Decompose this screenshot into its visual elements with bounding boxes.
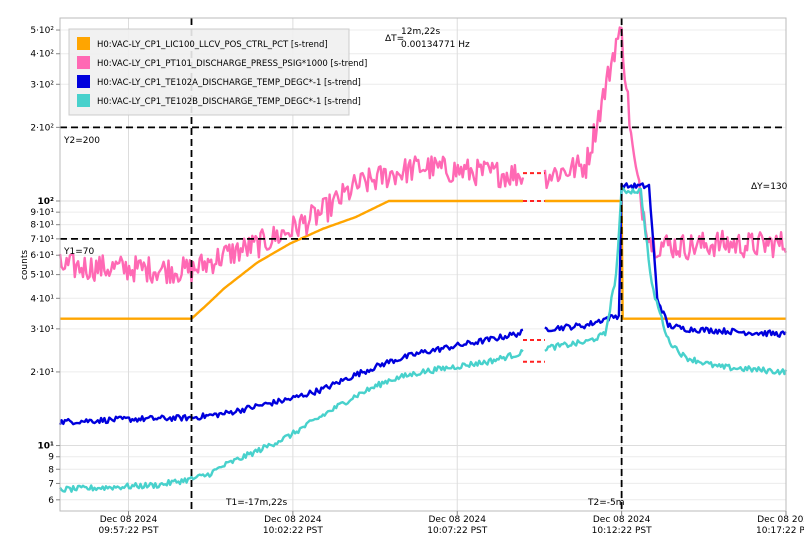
y-tick-label: 8	[48, 465, 54, 475]
y-tick-label: 4·10¹	[30, 294, 54, 304]
y-tick-label: 9·10¹	[30, 208, 54, 218]
series-line-h0-vac-ly-cp1-pt101-discharge-press-psig-1000-s-trend	[543, 26, 788, 261]
legend-label: H0:VAC-LY_CP1_TE102A_DISCHARGE_TEMP_DEGC…	[97, 78, 361, 88]
x-tick-date: Dec 08 2024	[264, 515, 322, 525]
legend-swatch	[77, 56, 90, 69]
series-2	[58, 26, 788, 285]
y-tick-label: 4·10²	[30, 50, 54, 60]
x-tick-time: 10:17:22 PST	[756, 526, 804, 536]
cursor-y2-label: Y2=200	[63, 136, 100, 146]
y-tick-label: 10²	[38, 197, 55, 207]
series-3	[58, 182, 787, 426]
y-tick-label: 7·10¹	[30, 235, 54, 245]
legend-box	[68, 28, 350, 116]
y-tick-label: 3·10²	[30, 80, 54, 90]
x-tick-date: Dec 08 2024	[100, 515, 158, 525]
delta-t-value: 12m,22s	[401, 27, 441, 37]
y-tick-label: 5·10²	[30, 26, 54, 36]
legend-label: H0:VAC-LY_CP1_PT101_DISCHARGE_PRESS_PSIG…	[97, 59, 367, 69]
x-tick-time: 10:07:22 PST	[427, 526, 487, 536]
x-tick-date: Dec 08 2024	[757, 515, 804, 525]
series-line-h0-vac-ly-cp1-pt101-discharge-press-psig-1000-s-trend	[58, 155, 525, 285]
series-1	[60, 199, 786, 320]
y-tick-label: 10¹	[38, 442, 55, 452]
x-tick-date: Dec 08 2024	[428, 515, 486, 525]
series-4	[59, 186, 788, 493]
y-tick-label: 8·10¹	[30, 221, 54, 231]
legend-swatch	[77, 75, 90, 88]
y-tick-label: 3·10¹	[30, 325, 54, 335]
legend-label: H0:VAC-LY_CP1_LIC100_LLCV_POS_CTRL_PCT […	[97, 40, 328, 50]
series-line-h0-vac-ly-cp1-te102b-discharge-temp-degc-1-s-trend	[59, 349, 524, 493]
x-tick-time: 10:02:22 PST	[263, 526, 323, 536]
x-tick-date: Dec 08 2024	[593, 515, 651, 525]
y-tick-label: 6	[48, 496, 54, 506]
y-tick-label: 2·10²	[30, 123, 54, 133]
plot-frame	[59, 17, 787, 512]
cursor-t2-label: T2=-5m	[587, 498, 625, 508]
x-tick-time: 10:12:22 PST	[592, 526, 652, 536]
y-tick-label: 2·10¹	[30, 368, 54, 378]
y-tick-label: 9	[48, 453, 54, 463]
y-tick-label: 7	[48, 479, 54, 489]
y-axis-label: counts	[20, 250, 30, 280]
annotations: ΔT= 12m,22s 0.00134771 Hz ΔY=130 Y2=200 …	[63, 27, 788, 508]
y-tick-label: 5·10¹	[30, 271, 54, 281]
delta-y-label: ΔY=130	[751, 182, 788, 192]
legend: H0:VAC-LY_CP1_LIC100_LLCV_POS_CTRL_PCT […	[68, 28, 367, 116]
x-tick-time: 09:57:22 PST	[99, 526, 159, 536]
delta-t-label: ΔT=	[385, 34, 404, 44]
series-line-h0-vac-ly-cp1-te102b-discharge-temp-degc-1-s-trend	[544, 186, 788, 376]
series-line-h0-vac-ly-cp1-te102a-discharge-temp-degc-1-s-trend	[58, 328, 524, 426]
delta-t-frequency: 0.00134771 Hz	[401, 40, 470, 50]
cursor-t1-label: T1=-17m,22s	[225, 498, 288, 508]
series-line-h0-vac-ly-cp1-lic100-llcv-pos-ctrl-pct-s-trend	[60, 199, 523, 320]
y-tick-label: 6·10¹	[30, 251, 54, 261]
y-axis: 10¹ 10² 6 7 8 9 2·10¹ 3·10¹ 4·10¹ 5·10¹ 6·10¹ 7·10¹…	[30, 26, 60, 506]
legend-label: H0:VAC-LY_CP1_TE102B_DISCHARGE_TEMP_DEGC…	[97, 97, 361, 107]
series-layer	[58, 26, 788, 493]
series-line-h0-vac-ly-cp1-lic100-llcv-pos-ctrl-pct-s-trend	[544, 199, 786, 320]
legend-swatch	[77, 94, 90, 107]
legend-swatch	[77, 37, 90, 50]
cursor-y1-label: Y1=70	[63, 247, 94, 257]
series-line-h0-vac-ly-cp1-te102a-discharge-temp-degc-1-s-trend	[544, 182, 787, 338]
